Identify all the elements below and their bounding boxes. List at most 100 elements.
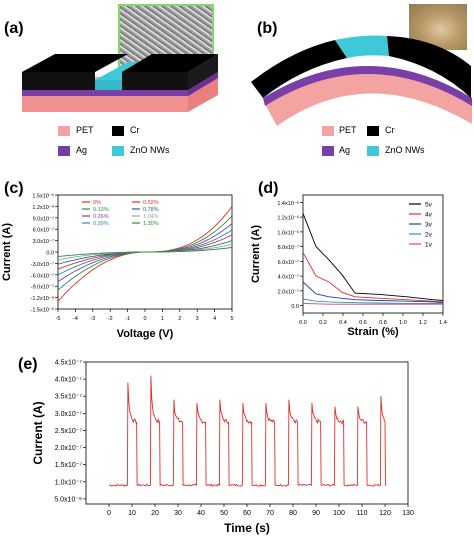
strain-series-5v [302,213,444,301]
x-tick-label: 40 [197,510,205,517]
current-time-series [108,375,387,487]
x-tick-label: -5 [56,316,61,322]
y-tick-label: 9.0x10⁻⁷ [33,215,54,222]
cr-right [122,54,218,72]
y-axis-label: Current (A) [250,225,262,283]
y-axis-label: Current (A) [31,401,45,464]
y-tick-label: -6.0x10⁻⁷ [31,272,54,279]
x-tick-label: -1 [125,316,130,322]
x-axis-label: Time (s) [224,521,270,535]
y-tick-label: -3.0x10⁻⁷ [31,261,54,268]
y-tick-label: 1.2x10⁻⁶ [32,204,54,211]
y-axis-label: Current (A) [1,223,13,281]
legend-zno-label: ZnO NWs [130,145,170,155]
legend-label: 2v [425,232,433,239]
legend-pet-label: PET [76,125,94,135]
y-tick-label: 2.0x10⁻⁷ [278,288,299,295]
strain-series-2v [302,298,443,304]
y-tick-label: 1.4x10⁻⁶ [277,200,299,207]
legend-label: 0.13% [93,207,109,213]
panel-d-label: (d) [258,180,279,197]
legend-b-zno-swatch [367,146,379,156]
device-flat-diagram [22,54,218,156]
y-tick-label: 6.0x10⁻⁷ [33,227,54,234]
y-tick-label: 4.0x10⁻⁷ [278,274,299,281]
time-chart: 0 10 20 30 40 50 60 70 80 90 100 110 120 130 4.5x10⁻⁷ 4… [31,360,414,536]
y-tick-label: 2.5x10⁻⁷ [55,428,83,435]
x-tick-label: 90 [312,510,320,517]
strain-series-3v [302,281,444,304]
y-tick-label: -9.0x10⁻⁷ [31,284,54,291]
x-tick-label: 1 [161,316,164,322]
x-tick-label: 5 [230,316,233,322]
x-tick-label: 0.2 [319,320,327,326]
y-tick-label: 1.0x10⁻⁷ [55,479,83,486]
y-tick-label: 1.2x10⁻⁶ [277,215,299,222]
pet-bent-layer [265,72,472,126]
x-tick-label: 50 [220,510,228,517]
panel-e-label: (e) [18,356,38,373]
zno-bent-layer [335,35,389,58]
x-tick-label: 1.0 [399,320,407,326]
panel-c-label: (c) [4,180,24,197]
legend-b-cr-label: Cr [385,125,395,135]
x-axis-label: Strain (%) [347,326,399,338]
panel-b-label: (b) [257,20,278,37]
legend-label: 0.78% [143,207,159,213]
x-tick-label: 30 [174,510,182,517]
legend-b-ag-label: Ag [339,145,351,155]
legend-label: 0.26% [93,214,109,220]
x-tick-label: 0 [143,316,146,322]
x-tick-label: 0.0 [299,320,307,326]
strain-series-1v [302,302,443,305]
iv-chart: -5 -4 -3 -2 -1 0 1 2 3 4 5 1.5x10⁻⁶ 1.2x10⁻⁶ 9.0x10⁻⁷… [1,193,234,341]
legend-b-ag-swatch [322,146,334,156]
strain-chart: 0.0 0.2 0.4 0.6 0.8 1.0 1.2 1.4 1.4x10⁻⁶ 1.2x10⁻⁶… [250,194,447,338]
y-tick-label: 0.0 [46,251,54,257]
x-tick-label: 100 [333,510,345,517]
x-tick-label: 1.2 [419,320,427,326]
legend-b-cr-swatch [367,126,379,136]
legend-b-pet-label: PET [339,125,357,135]
y-tick-label: 3.0x10⁻⁷ [33,238,54,245]
x-tick-label: -3 [90,316,95,322]
x-tick-label: 80 [289,510,297,517]
iv-curve-1.30% [57,246,233,258]
y-tick-label: 8.0x10⁻⁷ [278,244,299,251]
y-tick-label: 3.5x10⁻⁷ [55,394,83,401]
legend-label: 1.30% [143,221,159,227]
x-tick-label: 2 [178,316,181,322]
y-tick-label: -1.2x10⁻⁶ [30,295,54,302]
device-bent-diagram [251,35,472,156]
y-tick-label: -1.5x10⁻⁶ [30,307,54,314]
legend-label: 3v [425,222,433,229]
cr-left [22,54,128,72]
iv-curve-0.26% [57,223,233,282]
legend-label: 4v [425,212,433,219]
y-tick-label: 5.0x10⁻⁸ [54,496,82,503]
x-tick-label: -4 [73,316,78,322]
legend-zno-swatch [112,146,124,156]
legend-label: 0% [93,200,101,206]
plot-frame [302,194,444,314]
legend-cr-swatch [112,126,124,136]
legend-label: 1.04% [143,214,159,220]
panel-b: (b) PET Cr Ag ZnO NWs [237,0,474,175]
x-tick-label: 10 [128,510,136,517]
y-tick-label: 2.0x10⁻⁷ [55,445,83,452]
x-tick-label: 0.6 [359,320,367,326]
legend-pet-swatch [58,126,70,136]
x-tick-label: 20 [151,510,159,517]
plot-frame [85,361,409,505]
iv-curve-0.13% [57,215,233,291]
legend-label: 0.39% [93,221,109,227]
y-tick-label: 3.0x10⁻⁷ [55,411,83,418]
x-tick-label: 0 [107,510,111,517]
y-tick-label: 1.5x10⁻⁷ [55,462,83,469]
cr-bent-left [251,40,347,98]
y-tick-label: 4.5x10⁻⁷ [55,360,83,367]
cr-bent-right [387,36,471,98]
legend-cr-label: Cr [130,125,140,135]
panel-a-label: (a) [4,20,24,37]
x-tick-label: 3 [196,316,199,322]
